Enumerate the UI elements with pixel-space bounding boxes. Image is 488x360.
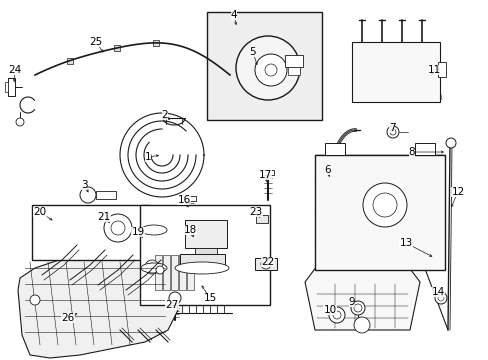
Bar bbox=[96, 191, 116, 199]
Text: 9: 9 bbox=[348, 297, 355, 307]
Text: 13: 13 bbox=[399, 238, 412, 248]
Bar bbox=[285, 55, 303, 67]
Circle shape bbox=[386, 126, 398, 138]
Text: 3: 3 bbox=[81, 180, 87, 190]
Text: 18: 18 bbox=[183, 225, 196, 235]
Ellipse shape bbox=[141, 225, 167, 235]
Circle shape bbox=[264, 262, 267, 266]
Circle shape bbox=[30, 295, 40, 305]
Bar bbox=[155, 255, 162, 290]
Text: 21: 21 bbox=[97, 212, 110, 222]
Circle shape bbox=[80, 187, 96, 203]
Ellipse shape bbox=[319, 182, 339, 194]
Text: 11: 11 bbox=[427, 65, 440, 75]
Circle shape bbox=[104, 214, 132, 242]
Text: 15: 15 bbox=[203, 293, 216, 303]
Circle shape bbox=[236, 36, 299, 100]
Text: 1: 1 bbox=[144, 152, 151, 162]
Bar bbox=[8, 78, 15, 96]
Text: 19: 19 bbox=[131, 227, 144, 237]
Text: 27: 27 bbox=[165, 300, 178, 310]
Circle shape bbox=[111, 221, 125, 235]
Bar bbox=[179, 255, 185, 290]
Text: 5: 5 bbox=[249, 47, 256, 57]
Bar bbox=[32, 205, 150, 260]
Circle shape bbox=[16, 118, 24, 126]
Circle shape bbox=[148, 263, 156, 271]
Bar bbox=[163, 255, 170, 290]
Bar bbox=[256, 215, 267, 223]
Circle shape bbox=[372, 193, 396, 217]
Bar bbox=[254, 258, 276, 270]
Text: 23: 23 bbox=[249, 207, 262, 217]
Bar bbox=[114, 45, 120, 51]
Bar bbox=[262, 170, 273, 175]
Circle shape bbox=[353, 304, 361, 312]
Text: 26: 26 bbox=[61, 313, 75, 323]
Bar bbox=[287, 67, 299, 75]
Text: 7: 7 bbox=[388, 123, 394, 133]
Text: 2: 2 bbox=[162, 110, 168, 120]
Bar bbox=[351, 42, 439, 102]
Circle shape bbox=[445, 138, 455, 148]
Circle shape bbox=[145, 260, 159, 274]
Circle shape bbox=[169, 292, 181, 304]
Bar bbox=[153, 40, 159, 46]
Circle shape bbox=[328, 307, 345, 323]
Circle shape bbox=[254, 54, 286, 86]
Bar bbox=[186, 255, 194, 290]
Circle shape bbox=[389, 129, 395, 135]
Text: 16: 16 bbox=[177, 195, 190, 205]
Bar bbox=[325, 143, 345, 155]
Circle shape bbox=[332, 311, 340, 319]
Ellipse shape bbox=[141, 263, 167, 273]
Bar bbox=[195, 248, 217, 262]
Text: 24: 24 bbox=[8, 65, 21, 75]
Circle shape bbox=[437, 295, 443, 301]
Bar bbox=[184, 220, 226, 248]
Polygon shape bbox=[305, 262, 419, 330]
Text: 22: 22 bbox=[261, 257, 274, 267]
Text: 20: 20 bbox=[33, 207, 46, 217]
Text: 8: 8 bbox=[408, 147, 414, 157]
Circle shape bbox=[434, 292, 446, 304]
Text: 17: 17 bbox=[258, 170, 271, 180]
Circle shape bbox=[362, 183, 406, 227]
Bar bbox=[180, 254, 224, 268]
Text: 25: 25 bbox=[89, 37, 102, 47]
Circle shape bbox=[264, 64, 276, 76]
Text: 6: 6 bbox=[324, 165, 331, 175]
Text: 14: 14 bbox=[430, 287, 444, 297]
Bar bbox=[171, 255, 178, 290]
Bar bbox=[5, 82, 8, 92]
Text: 4: 4 bbox=[230, 10, 237, 20]
Circle shape bbox=[353, 317, 369, 333]
Circle shape bbox=[261, 259, 270, 269]
Text: 10: 10 bbox=[323, 305, 336, 315]
Bar bbox=[140, 205, 269, 305]
Bar bbox=[414, 143, 434, 155]
Bar bbox=[206, 12, 321, 120]
Ellipse shape bbox=[175, 262, 228, 274]
Text: 12: 12 bbox=[450, 187, 464, 197]
Circle shape bbox=[350, 301, 364, 315]
Bar bbox=[183, 196, 196, 201]
Polygon shape bbox=[18, 250, 178, 358]
Bar bbox=[314, 155, 444, 270]
Bar bbox=[437, 62, 445, 77]
Circle shape bbox=[156, 266, 163, 274]
Bar bbox=[67, 58, 73, 64]
